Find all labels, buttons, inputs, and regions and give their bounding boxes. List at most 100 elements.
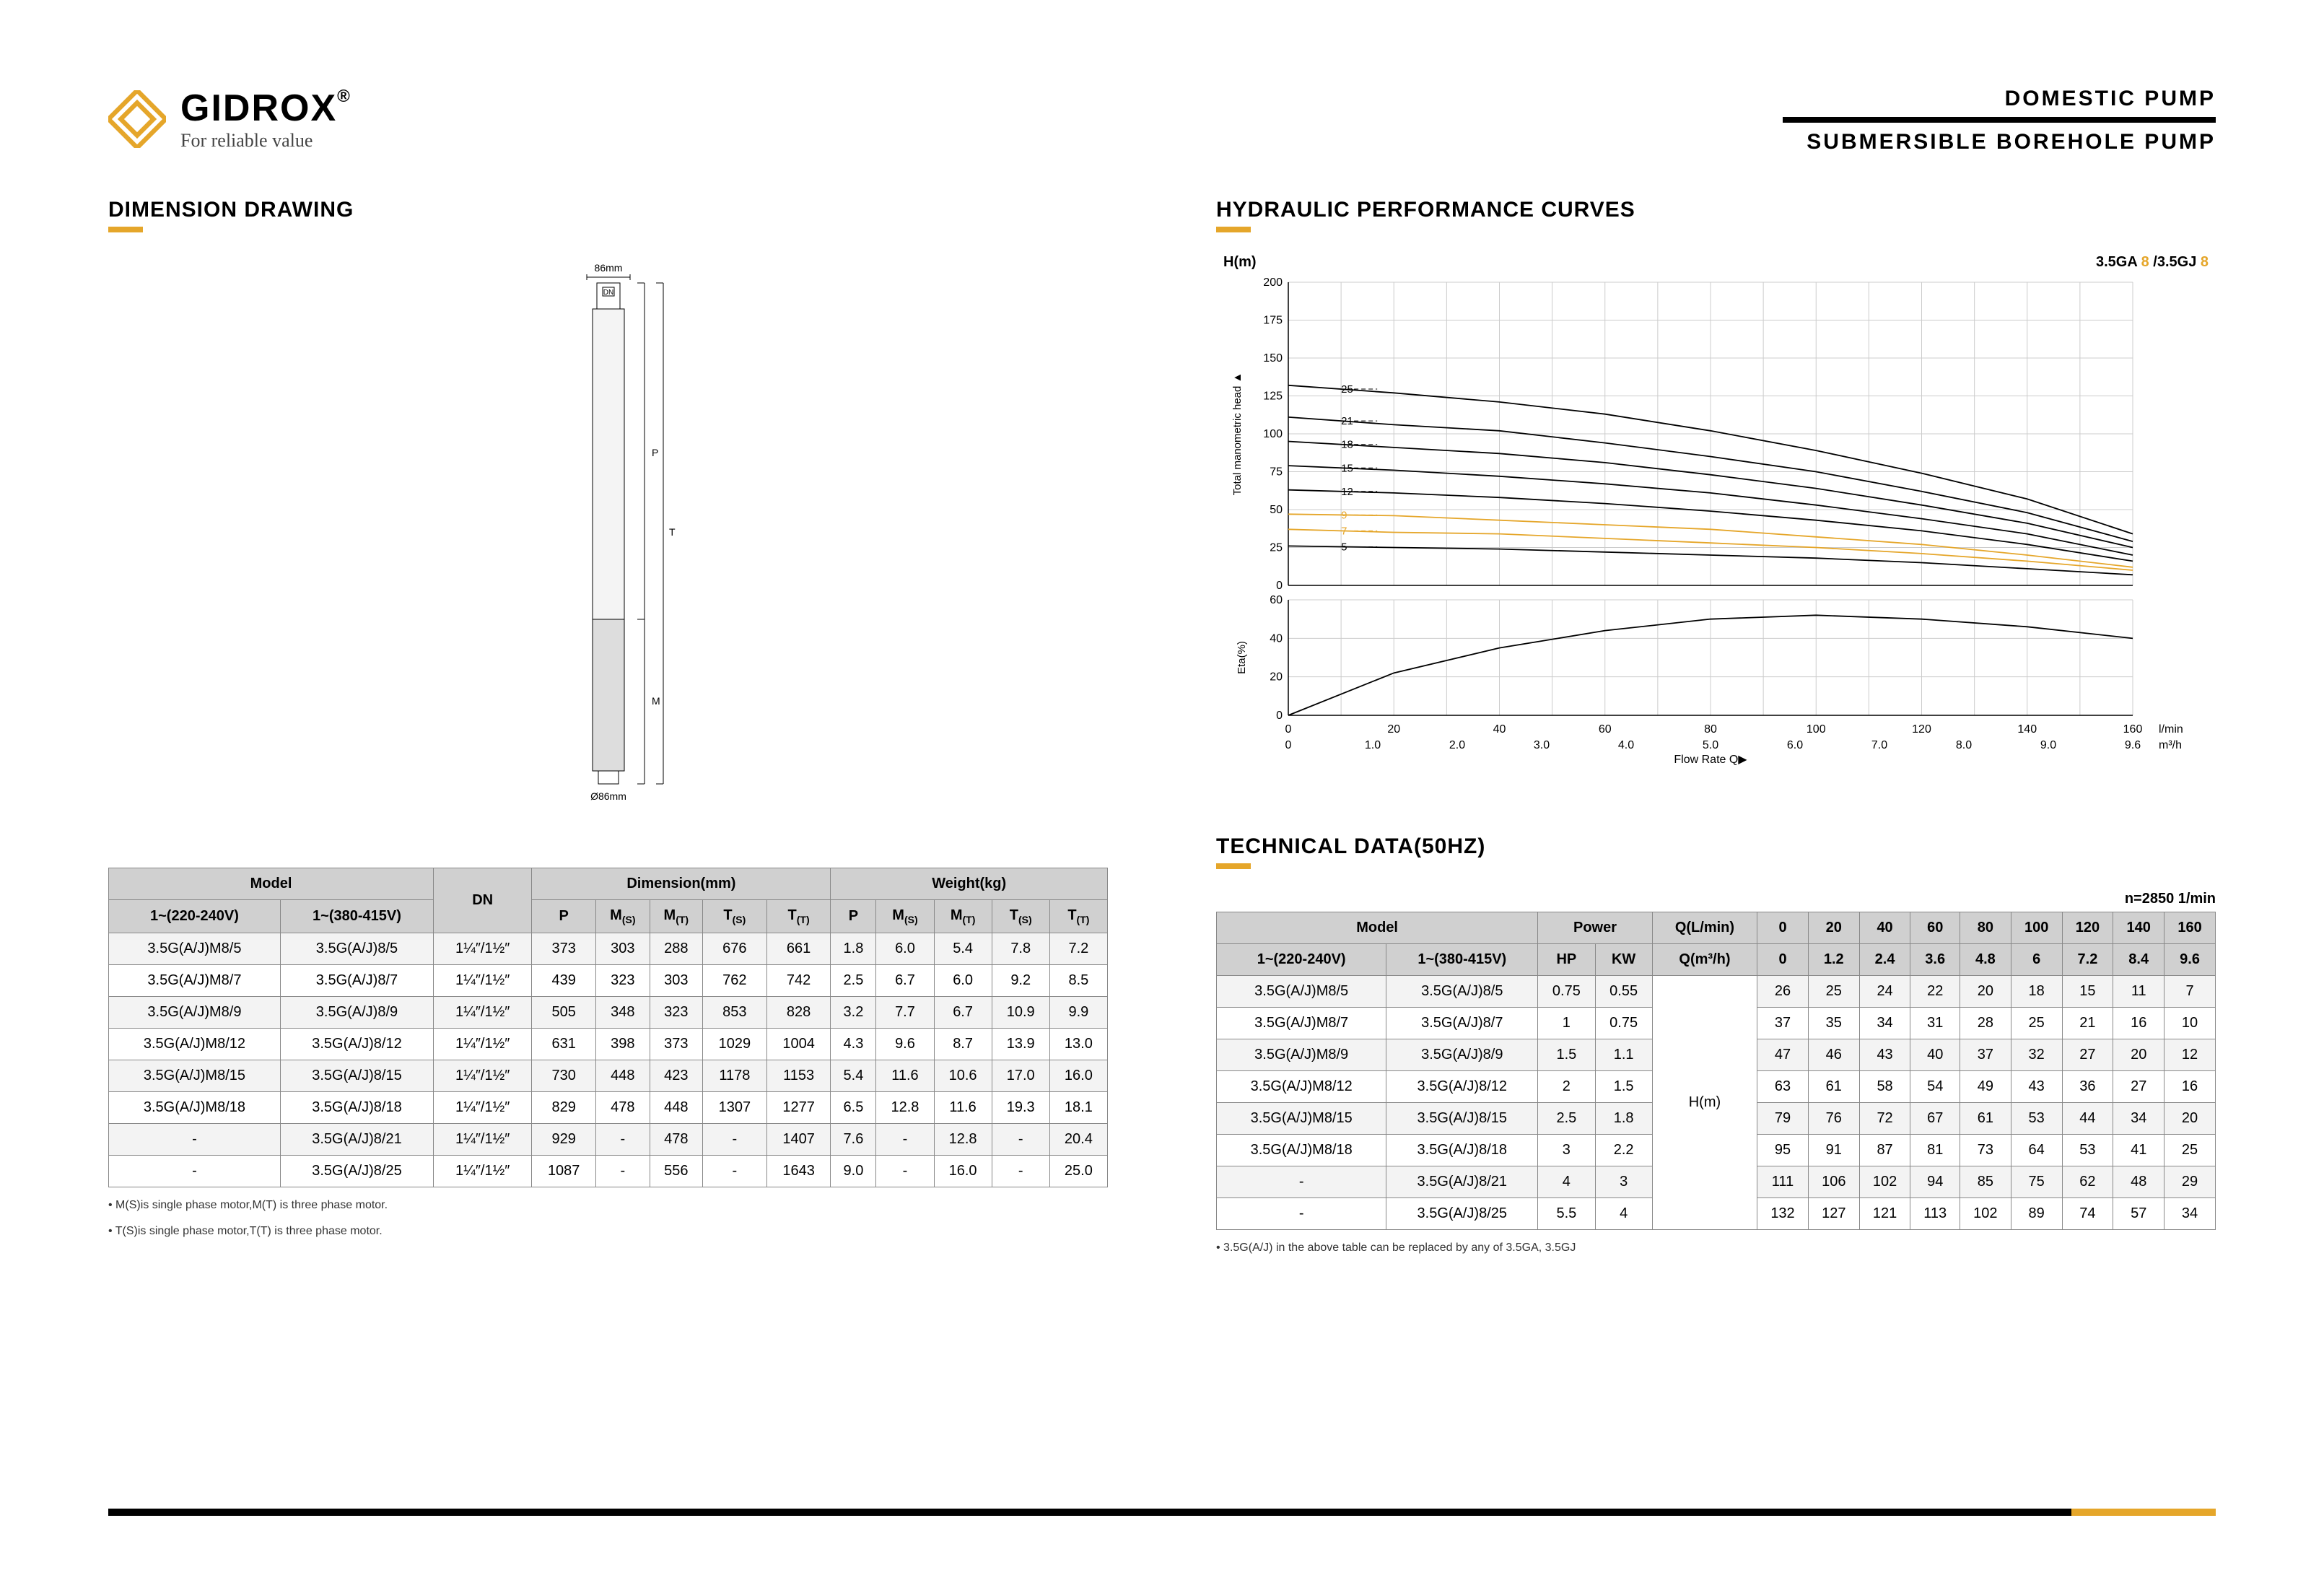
svg-text:120: 120 (1912, 723, 1931, 736)
svg-text:8.0: 8.0 (1956, 739, 1972, 751)
table-row: 3.5G(A/J)M8/153.5G(A/J)8/151¼″/1½″730448… (109, 1060, 1108, 1092)
svg-text:40: 40 (1493, 723, 1506, 736)
tth-qlmin: Q(L/min) (1652, 912, 1757, 944)
svg-text:6.0: 6.0 (1787, 739, 1803, 751)
table-row: 3.5G(A/J)M8/53.5G(A/J)8/51¼″/1½″37330328… (109, 933, 1108, 965)
svg-text:25: 25 (1341, 383, 1353, 396)
svg-text:200: 200 (1263, 276, 1283, 289)
tech-footnote: • 3.5G(A/J) in the above table can be re… (1216, 1240, 2216, 1256)
page-header: GIDROX® For reliable value DOMESTIC PUMP… (108, 87, 2216, 154)
svg-text:40: 40 (1270, 632, 1283, 645)
tagline: For reliable value (180, 130, 351, 152)
svg-text:100: 100 (1263, 428, 1283, 440)
svg-text:T: T (669, 526, 676, 538)
dimension-table: Model DN Dimension(mm) Weight(kg) 1~(220… (108, 868, 1108, 1187)
dimension-drawing: 86mm DN Ø86mm P M (108, 261, 1108, 810)
curves-title: HYDRAULIC PERFORMANCE CURVES (1216, 198, 2216, 222)
th-tt: T(T) (766, 900, 831, 933)
footer-bar (108, 1509, 2216, 1516)
dim-footnote-2: • T(S)is single phase motor,T(T) is thre… (108, 1223, 1108, 1239)
tth-model: Model (1217, 912, 1538, 944)
table-row: 3.5G(A/J)M8/53.5G(A/J)8/50.750.55H(m)262… (1217, 976, 2216, 1008)
header-title-2: SUBMERSIBLE BOREHOLE PUMP (1783, 130, 2216, 154)
svg-text:125: 125 (1263, 391, 1283, 403)
svg-text:25: 25 (1270, 542, 1283, 554)
tech-title: TECHNICAL DATA(50HZ) (1216, 834, 2216, 859)
header-bar (1783, 117, 2216, 123)
th-dim: Dimension(mm) (532, 868, 831, 900)
svg-text:100: 100 (1807, 723, 1826, 736)
th-model: Model (109, 868, 434, 900)
svg-text:20: 20 (1387, 723, 1400, 736)
svg-text:75: 75 (1270, 466, 1283, 479)
th-mt2: M(T) (934, 900, 992, 933)
svg-text:7: 7 (1341, 525, 1347, 537)
svg-text:60: 60 (1599, 723, 1612, 736)
svg-text:3.0: 3.0 (1534, 739, 1550, 751)
table-row: 3.5G(A/J)M8/123.5G(A/J)8/121¼″/1½″631398… (109, 1029, 1108, 1060)
svg-text:5.0: 5.0 (1703, 739, 1718, 751)
svg-text:86mm: 86mm (594, 262, 622, 274)
svg-text:20: 20 (1270, 671, 1283, 684)
svg-text:0: 0 (1285, 739, 1292, 751)
svg-text:15: 15 (1341, 462, 1353, 474)
th-220: 1~(220-240V) (109, 900, 281, 933)
brand-name: GIDROX® (180, 87, 351, 130)
table-row: 3.5G(A/J)M8/93.5G(A/J)8/91¼″/1½″50534832… (109, 997, 1108, 1029)
svg-text:P: P (652, 447, 658, 458)
th-380: 1~(380-415V) (280, 900, 433, 933)
svg-text:Flow Rate Q▶: Flow Rate Q▶ (1674, 754, 1747, 766)
svg-text:21: 21 (1341, 415, 1353, 427)
th-wt: Weight(kg) (831, 868, 1108, 900)
header-titles: DOMESTIC PUMP SUBMERSIBLE BOREHOLE PUMP (1783, 87, 2216, 154)
dimension-title: DIMENSION DRAWING (108, 198, 1108, 222)
svg-text:5: 5 (1341, 541, 1347, 553)
chart-svg: 0255075100125150175200020406025211815129… (1216, 275, 2190, 795)
svg-text:80: 80 (1704, 723, 1717, 736)
table-row: -3.5G(A/J)8/251¼″/1½″1087-556-16439.0-16… (109, 1156, 1108, 1187)
svg-text:0: 0 (1276, 580, 1283, 592)
svg-text:2.0: 2.0 (1449, 739, 1465, 751)
svg-text:9.6: 9.6 (2125, 739, 2141, 751)
header-title-1: DOMESTIC PUMP (1783, 87, 2216, 111)
rpm-note: n=2850 1/min (1216, 891, 2216, 907)
tth-power: Power (1538, 912, 1653, 944)
logo: GIDROX® For reliable value (108, 87, 351, 152)
svg-text:60: 60 (1270, 594, 1283, 606)
svg-text:4.0: 4.0 (1618, 739, 1634, 751)
performance-chart: H(m) 3.5GA 8 /3.5GJ 8 025507510012515017… (1216, 254, 2216, 798)
chart-y-title: H(m) (1223, 254, 1257, 271)
chart-series-label: 3.5GA 8 /3.5GJ 8 (2096, 254, 2209, 271)
th-dn: DN (434, 868, 532, 933)
svg-text:9.0: 9.0 (2040, 739, 2056, 751)
svg-text:Ø86mm: Ø86mm (590, 790, 626, 802)
th-tt2: T(T) (1049, 900, 1107, 933)
technical-table: Model Power Q(L/min) 0 20 40 60 80 100 1… (1216, 912, 2216, 1230)
table-row: 3.5G(A/J)M8/73.5G(A/J)8/71¼″/1½″43932330… (109, 965, 1108, 997)
th-ms: M(S) (596, 900, 650, 933)
svg-text:50: 50 (1270, 504, 1283, 516)
svg-text:0: 0 (1276, 710, 1283, 722)
underline (1216, 863, 1251, 869)
svg-text:140: 140 (2017, 723, 2037, 736)
underline (1216, 227, 1251, 232)
svg-text:Eta(%): Eta(%) (1236, 641, 1248, 674)
svg-text:160: 160 (2123, 723, 2143, 736)
th-ts2: T(S) (992, 900, 1049, 933)
svg-text:1.0: 1.0 (1365, 739, 1381, 751)
svg-text:M: M (652, 695, 660, 707)
table-row: 3.5G(A/J)M8/183.5G(A/J)8/181¼″/1½″829478… (109, 1092, 1108, 1124)
svg-text:18: 18 (1341, 439, 1353, 451)
svg-text:0: 0 (1285, 723, 1292, 736)
svg-text:175: 175 (1263, 315, 1283, 327)
svg-text:m³/h: m³/h (2159, 739, 2182, 751)
right-column: HYDRAULIC PERFORMANCE CURVES H(m) 3.5GA … (1216, 198, 2216, 1256)
left-column: DIMENSION DRAWING 86mm DN Ø86mm (108, 198, 1108, 1256)
gidrox-logo-icon (108, 90, 166, 148)
th-ms2: M(S) (876, 900, 934, 933)
svg-text:l/min: l/min (2159, 723, 2183, 736)
table-row: -3.5G(A/J)8/211¼″/1½″929-478-14077.6-12.… (109, 1124, 1108, 1156)
svg-text:7.0: 7.0 (1871, 739, 1887, 751)
svg-text:150: 150 (1263, 352, 1283, 365)
th-mt: M(T) (650, 900, 702, 933)
